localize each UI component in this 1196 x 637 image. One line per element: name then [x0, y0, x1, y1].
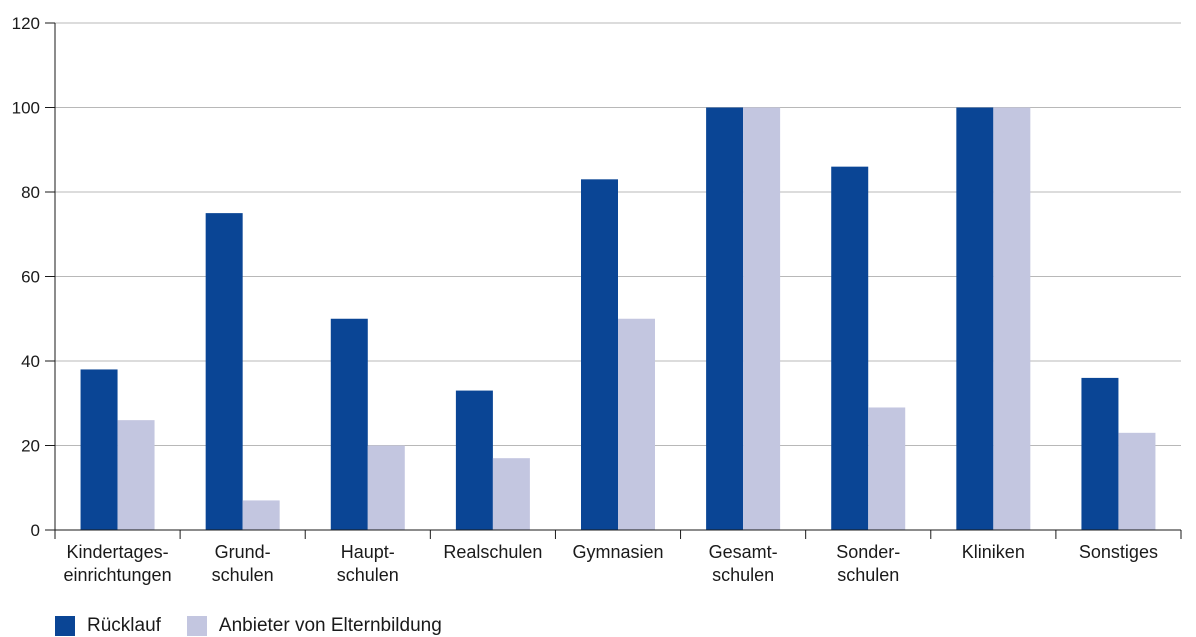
x-tick-label: Realschulen [443, 542, 542, 562]
bar-anbieter [242, 500, 280, 530]
x-tick-label-line: schulen [712, 565, 774, 585]
y-tick-label: 80 [21, 183, 40, 202]
x-tick-label-line: schulen [837, 565, 899, 585]
bar-ruecklauf [330, 318, 368, 530]
y-tick-label: 0 [31, 521, 40, 540]
x-tick-label-line: Realschulen [443, 542, 542, 562]
bar-anbieter [618, 318, 655, 530]
x-tick-label-line: schulen [337, 565, 399, 585]
bar-anbieter [117, 420, 155, 530]
bar-anbieter [743, 107, 781, 530]
bar-ruecklauf [1081, 377, 1119, 530]
x-tick-label-line: Sonder- [836, 542, 900, 562]
x-tick-label: Sonder-schulen [836, 542, 900, 585]
legend-label-ruecklauf: Rücklauf [87, 615, 161, 636]
x-tick-label-line: Gymnasien [572, 542, 663, 562]
bar-anbieter [1118, 432, 1156, 530]
y-tick-label: 40 [21, 352, 40, 371]
x-tick-label: Kindertages-einrichtungen [64, 542, 172, 585]
legend-swatch-ruecklauf [55, 616, 75, 636]
x-tick-label-line: Sonstiges [1079, 542, 1158, 562]
x-axis: Kindertages-einrichtungenGrund-schulenHa… [54, 529, 1182, 585]
y-axis: 0 20 40 60 80 100 120 [12, 14, 56, 540]
x-tick-label-line: Gesamt- [709, 542, 778, 562]
bar-ruecklauf [831, 166, 869, 530]
bar-ruecklauf [581, 179, 618, 530]
bar-chart: 0 20 40 60 80 100 120 Kindertages-einrichtunge… [12, 14, 1182, 585]
y-tick-label: 120 [12, 14, 40, 33]
x-tick-label: Sonstiges [1079, 542, 1158, 562]
bar-anbieter [492, 458, 530, 530]
legend: Rücklauf Anbieter von Elternbildung [55, 616, 468, 636]
y-tick-label: 20 [21, 437, 40, 456]
x-tick-label: Gesamt-schulen [709, 542, 778, 585]
x-tick-label-line: einrichtungen [64, 565, 172, 585]
x-tick-label: Kliniken [962, 542, 1025, 562]
legend-swatch-anbieter [186, 616, 207, 636]
bar-ruecklauf [956, 107, 994, 530]
bars [80, 107, 1156, 530]
x-tick-label: Grund-schulen [212, 542, 274, 585]
y-tick-label: 60 [21, 268, 40, 287]
x-tick-label-line: Kindertages- [67, 542, 169, 562]
bar-ruecklauf [706, 107, 744, 530]
bar-anbieter [868, 407, 906, 530]
bar-ruecklauf [455, 390, 493, 530]
bar-anbieter [367, 445, 405, 530]
x-tick-label-line: Haupt- [341, 542, 395, 562]
x-tick-label: Haupt-schulen [337, 542, 399, 585]
x-tick-label-line: schulen [212, 565, 274, 585]
legend-item-anbieter: Anbieter von Elternbildung [186, 615, 442, 636]
y-tick-label: 100 [12, 99, 40, 118]
bar-anbieter [993, 107, 1031, 530]
legend-label-anbieter: Anbieter von Elternbildung [218, 615, 442, 636]
legend-item-ruecklauf: Rücklauf [55, 616, 161, 636]
bar-ruecklauf [205, 213, 243, 530]
x-tick-label-line: Kliniken [962, 542, 1025, 562]
x-tick-label-line: Grund- [215, 542, 271, 562]
bar-ruecklauf [80, 369, 118, 530]
x-tick-label: Gymnasien [572, 542, 663, 562]
